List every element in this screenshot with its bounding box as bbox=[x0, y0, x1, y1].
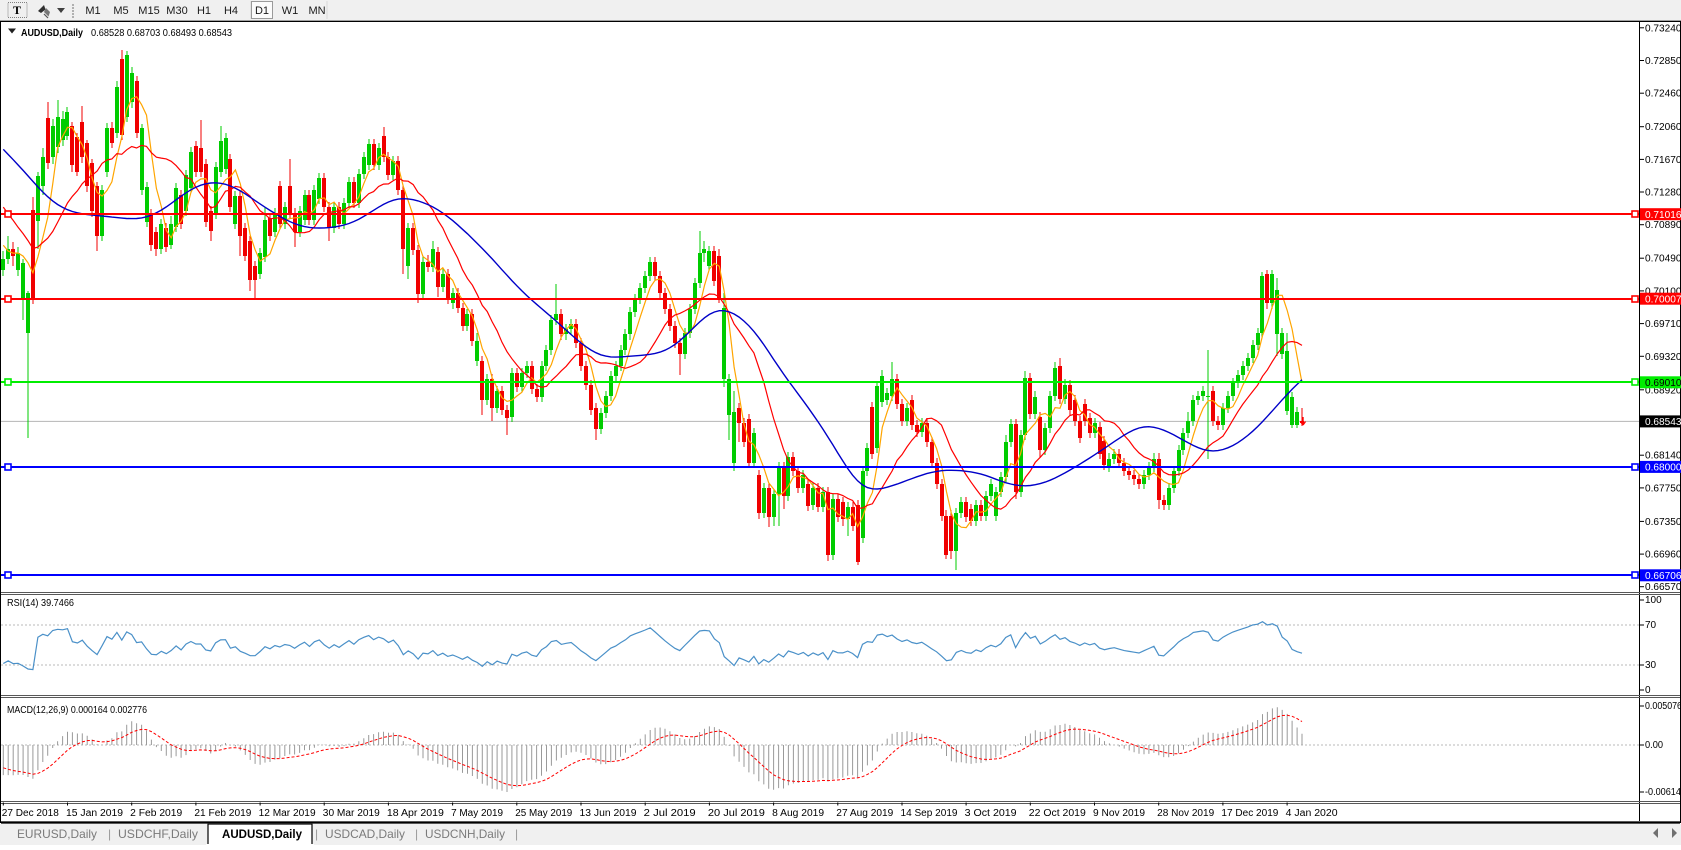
svg-text:30 Mar 2019: 30 Mar 2019 bbox=[323, 808, 380, 819]
svg-text:3 Oct 2019: 3 Oct 2019 bbox=[965, 808, 1017, 819]
svg-text:0.005076: 0.005076 bbox=[1645, 701, 1681, 712]
svg-text:0.68920: 0.68920 bbox=[1645, 385, 1681, 396]
svg-text:M5: M5 bbox=[113, 5, 128, 17]
svg-text:0.66960: 0.66960 bbox=[1645, 550, 1681, 561]
svg-text:14 Sep 2019: 14 Sep 2019 bbox=[901, 808, 958, 819]
svg-text:0.70490: 0.70490 bbox=[1645, 254, 1681, 265]
svg-text:|: | bbox=[315, 827, 318, 841]
svg-text:USDCAD,Daily: USDCAD,Daily bbox=[325, 827, 405, 841]
svg-text:27 Aug 2019: 27 Aug 2019 bbox=[836, 808, 893, 819]
svg-text:D1: D1 bbox=[255, 5, 269, 17]
svg-text:0.70007: 0.70007 bbox=[1645, 294, 1681, 305]
svg-text:MN: MN bbox=[308, 5, 325, 17]
svg-text:USDCNH,Daily: USDCNH,Daily bbox=[425, 827, 505, 841]
svg-text:|: | bbox=[515, 827, 518, 841]
svg-text:2 Jul 2019: 2 Jul 2019 bbox=[644, 808, 696, 819]
svg-text:17 Dec 2019: 17 Dec 2019 bbox=[1221, 808, 1278, 819]
svg-text:0.72060: 0.72060 bbox=[1645, 122, 1681, 133]
svg-text:0.69710: 0.69710 bbox=[1645, 319, 1681, 330]
svg-text:0.68000: 0.68000 bbox=[1645, 463, 1681, 474]
svg-text:0.71016: 0.71016 bbox=[1645, 210, 1681, 221]
svg-text:AUDUSD,Daily: AUDUSD,Daily bbox=[222, 827, 302, 841]
svg-text:4 Jan 2020: 4 Jan 2020 bbox=[1286, 808, 1338, 819]
svg-text:-0.006148: -0.006148 bbox=[1645, 787, 1681, 798]
svg-text:0.69010: 0.69010 bbox=[1645, 378, 1681, 389]
svg-text:18 Apr 2019: 18 Apr 2019 bbox=[387, 808, 444, 819]
svg-text:0.68543: 0.68543 bbox=[1645, 417, 1681, 428]
svg-text:21 Feb 2019: 21 Feb 2019 bbox=[194, 808, 251, 819]
svg-text:25 May 2019: 25 May 2019 bbox=[515, 808, 572, 819]
svg-text:15 Jan 2019: 15 Jan 2019 bbox=[66, 808, 123, 819]
svg-text:M1: M1 bbox=[85, 5, 100, 17]
svg-text:0.68528 0.68703 0.68493 0.6854: 0.68528 0.68703 0.68493 0.68543 bbox=[91, 27, 232, 39]
svg-text:|: | bbox=[415, 827, 418, 841]
svg-text:0.70100: 0.70100 bbox=[1645, 286, 1681, 297]
svg-text:0.71280: 0.71280 bbox=[1645, 188, 1681, 199]
svg-text:0.73240: 0.73240 bbox=[1645, 23, 1681, 34]
svg-text:20 Jul 2019: 20 Jul 2019 bbox=[708, 808, 765, 819]
svg-text:MACD(12,26,9) 0.000164 0.00277: MACD(12,26,9) 0.000164 0.002776 bbox=[7, 705, 147, 716]
svg-text:0.70890: 0.70890 bbox=[1645, 220, 1681, 231]
svg-text:0.72850: 0.72850 bbox=[1645, 56, 1681, 67]
svg-text:27 Dec 2018: 27 Dec 2018 bbox=[2, 808, 59, 819]
svg-text:0.66570: 0.66570 bbox=[1645, 582, 1681, 593]
svg-text:8 Aug 2019: 8 Aug 2019 bbox=[772, 808, 824, 819]
svg-text:0.67350: 0.67350 bbox=[1645, 517, 1681, 528]
svg-text:28 Nov 2019: 28 Nov 2019 bbox=[1157, 808, 1214, 819]
svg-text:H1: H1 bbox=[197, 5, 211, 17]
svg-text:30: 30 bbox=[1645, 660, 1657, 671]
svg-text:0.69320: 0.69320 bbox=[1645, 352, 1681, 363]
svg-text:13 Jun 2019: 13 Jun 2019 bbox=[580, 808, 637, 819]
svg-text:0.66706: 0.66706 bbox=[1645, 571, 1681, 582]
svg-text:EURUSD,Daily: EURUSD,Daily bbox=[17, 827, 97, 841]
svg-text:70: 70 bbox=[1645, 620, 1657, 631]
svg-text:12 Mar 2019: 12 Mar 2019 bbox=[259, 808, 316, 819]
svg-text:2 Feb 2019: 2 Feb 2019 bbox=[130, 808, 182, 819]
svg-text:0.00: 0.00 bbox=[1645, 740, 1663, 751]
svg-text:0.71670: 0.71670 bbox=[1645, 155, 1681, 166]
svg-text:T: T bbox=[13, 3, 21, 17]
svg-text:22 Oct 2019: 22 Oct 2019 bbox=[1029, 808, 1086, 819]
svg-text:H4: H4 bbox=[224, 5, 238, 17]
svg-text:7 May 2019: 7 May 2019 bbox=[451, 808, 503, 819]
svg-text:0.67750: 0.67750 bbox=[1645, 483, 1681, 494]
svg-text:0: 0 bbox=[1645, 685, 1651, 696]
svg-text:100: 100 bbox=[1645, 595, 1662, 606]
svg-text:|: | bbox=[108, 827, 111, 841]
svg-text:USDCHF,Daily: USDCHF,Daily bbox=[118, 827, 198, 841]
svg-text:W1: W1 bbox=[282, 5, 299, 17]
svg-text:9 Nov 2019: 9 Nov 2019 bbox=[1093, 808, 1145, 819]
svg-text:RSI(14) 39.7466: RSI(14) 39.7466 bbox=[7, 598, 74, 609]
svg-text:AUDUSD,Daily: AUDUSD,Daily bbox=[21, 27, 83, 39]
svg-text:M15: M15 bbox=[138, 5, 159, 17]
svg-text:0.72460: 0.72460 bbox=[1645, 89, 1681, 100]
svg-text:M30: M30 bbox=[166, 5, 187, 17]
svg-text:0.68140: 0.68140 bbox=[1645, 451, 1681, 462]
